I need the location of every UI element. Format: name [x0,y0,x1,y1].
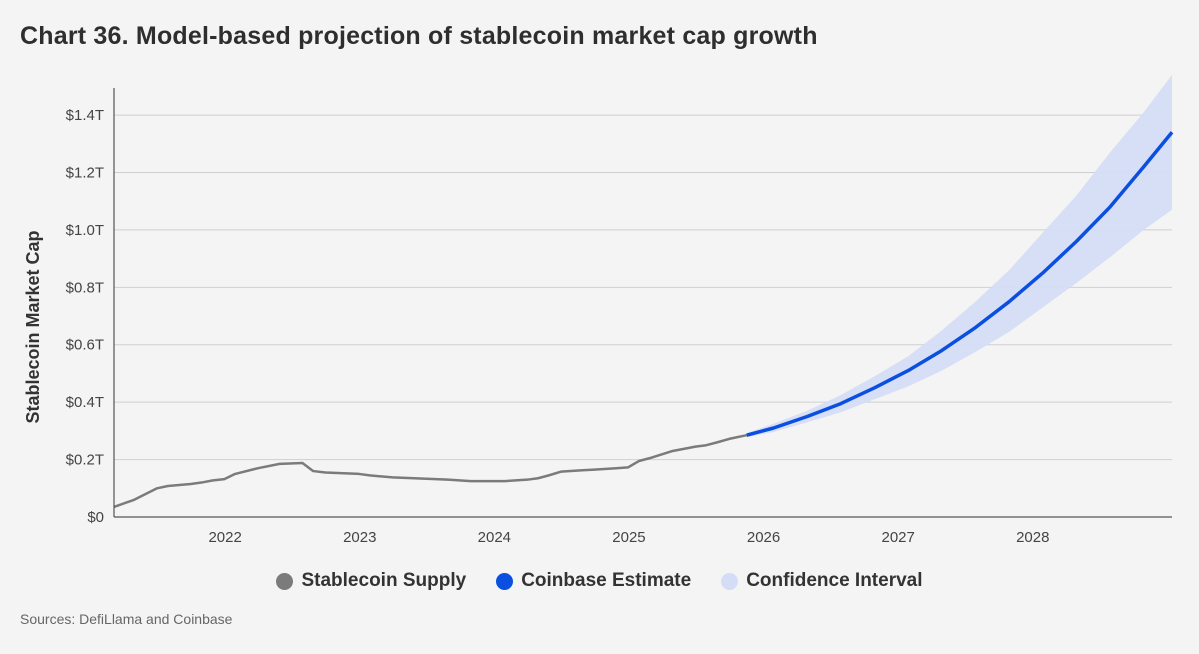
series-lines [113,131,1174,509]
source-note: Sources: DefiLlama and Coinbase [20,611,233,627]
legend-swatch-estimate [496,572,514,590]
x-tick-label: 2023 [343,529,376,546]
legend-swatch-interval [721,572,739,590]
confidence-interval-band [746,74,1172,438]
chart-title: Chart 36. Model-based projection of stab… [20,22,818,50]
grid-lines [114,114,1172,461]
legend-label-supply: Stablecoin Supply [301,570,467,591]
y-tick-label: $0.2T [66,452,104,469]
y-tick-label: $0.8T [66,279,104,296]
legend-label-estimate: Coinbase Estimate [521,570,692,591]
x-tick-label: 2026 [747,529,780,546]
legend-swatch-supply [276,572,294,590]
y-tick-label: $1.2T [66,164,104,181]
x-tick-labels: 2022 2023 2024 2025 2026 2027 2028 [208,529,1049,546]
axes [113,88,1172,518]
legend-label-interval: Confidence Interval [746,570,923,591]
y-tick-label: $0.4T [66,394,104,411]
x-tick-label: 2025 [612,529,645,546]
x-tick-label: 2022 [208,529,241,546]
x-tick-label: 2027 [881,529,914,546]
y-axis-label: Stablecoin Market Cap [23,230,43,423]
x-tick-label: 2028 [1016,529,1049,546]
x-tick-label: 2024 [478,529,511,546]
legend-item-estimate: Coinbase Estimate [496,570,691,592]
y-tick-label: $0.6T [66,337,104,354]
legend-item-supply: Stablecoin Supply [276,570,466,592]
legend-item-interval: Confidence Interval [721,570,923,592]
coinbase-estimate-line [746,131,1174,437]
confidence-band [746,74,1172,438]
y-tick-label: $1.0T [66,222,104,239]
y-tick-label: $0 [87,509,104,526]
y-tick-label: $1.4T [66,107,104,124]
stablecoin-supply-line [113,433,747,509]
legend: Stablecoin Supply Coinbase Estimate Conf… [0,570,1199,592]
y-tick-labels: $0 $0.2T $0.4T $0.6T $0.8T $1.0T $1.2T $1.4T [66,107,104,526]
